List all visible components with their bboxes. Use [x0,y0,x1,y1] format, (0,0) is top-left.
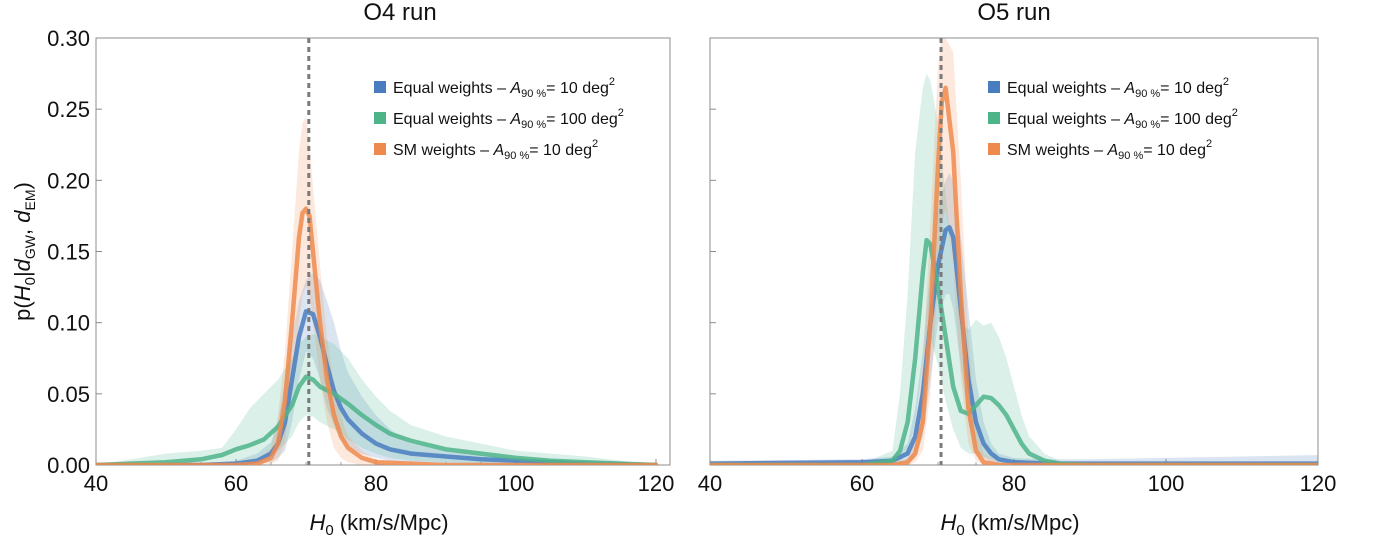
legend-symbol: A [509,111,521,128]
legend-text: Equal weights – [393,80,510,97]
legend-sup: 2 [609,76,615,88]
legend-sub: 90 % [1118,150,1143,162]
x-tick-label: 60 [850,471,874,496]
x-tick-label: 60 [224,471,248,496]
ylabel-close: ) [10,182,35,189]
x-tick-label: 100 [1148,471,1185,496]
legend-text: SM weights – [393,142,493,159]
x-tick-label: 100 [498,471,535,496]
legend-sup: 2 [618,107,624,119]
y-tick-label: 0.30 [47,26,90,51]
legend-symbol: A [492,142,504,159]
panel-2: O5 run 40 60 80 100 120 H0 (km/s/Mpc) Equal wei… [698,0,1337,539]
legend-label: SM weights – A90 %= 10 deg2 [1007,138,1212,162]
legend-text: Equal weights – [393,111,510,128]
plot-area [96,116,659,465]
legend-sub: 90 % [1135,119,1160,131]
ylabel-h-sub: 0 [22,277,39,285]
xlabel-units: (km/s/Mpc) [334,510,449,535]
y-axis-label: p(H0|dGW, dEM) [10,182,39,321]
legend-sup: 2 [1206,138,1212,150]
legend-rest: = 10 deg [529,142,592,159]
x-axis-label: H0 (km/s/Mpc) [940,510,1079,539]
legend-sup: 2 [1223,76,1229,88]
legend-swatch [988,112,1000,124]
legend-sub: 90 % [521,88,546,100]
y-tick-label: 0.10 [47,311,90,336]
legend-symbol: A [1123,80,1135,97]
legend-swatch [988,81,1000,93]
y-tick-label: 0.00 [47,453,90,478]
band-equal_100 [710,73,1318,465]
series-line-equal_100 [710,237,1318,465]
ylabel-d1-sub: GW [22,234,38,259]
legend-sub: 90 % [504,150,529,162]
xlabel-sub: 0 [956,522,964,539]
legend-sub: 90 % [1135,88,1160,100]
legend-label: Equal weights – A90 %= 100 deg2 [1007,107,1238,131]
legend-swatch [374,81,386,93]
ylabel-p: p( [10,301,35,321]
x-tick-label: 40 [84,471,108,496]
legend-label: SM weights – A90 %= 10 deg2 [393,138,598,162]
y-tick-label: 0.05 [47,382,90,407]
legend-rest: = 100 deg [546,111,618,128]
y-tick-label: 0.20 [47,168,90,193]
legend-sup: 2 [1232,107,1238,119]
ylabel-bar: | [10,271,35,277]
x-tick-label: 80 [1002,471,1026,496]
x-tick-label: 40 [698,471,722,496]
legend-sub: 90 % [521,119,546,131]
legend-symbol: A [509,80,521,97]
legend-sup: 2 [592,138,598,150]
xlabel-sub: 0 [325,522,333,539]
ylabel-d2-sub: EM [22,189,38,210]
x-axis-label: H0 (km/s/Mpc) [309,510,448,539]
ylabel-comma: , [10,223,35,235]
legend-swatch [374,112,386,124]
legend-text: Equal weights – [1007,80,1124,97]
legend-text: Equal weights – [1007,111,1124,128]
xlabel-units: (km/s/Mpc) [965,510,1080,535]
x-tick-label: 120 [1300,471,1337,496]
panel-1: O4 run 40 60 80 100 120 0.00 0.05 0.10 0.15 0.20 0.… [10,0,674,539]
legend-rest: = 10 deg [1143,142,1206,159]
plot-area [710,38,1318,465]
ylabel-d1: d [10,258,35,271]
legend-rest: = 10 deg [1160,80,1223,97]
series-line-sm_10 [96,206,659,465]
legend-swatch [988,143,1000,155]
legend-label: Equal weights – A90 %= 10 deg2 [1007,76,1229,100]
ylabel-d2: d [10,210,35,223]
y-tick-label: 0.25 [47,97,90,122]
legend-rest: = 10 deg [546,80,609,97]
legend-swatch [374,143,386,155]
series-line-equal_10 [96,309,659,465]
ylabel-h: H [10,285,35,301]
legend-label: Equal weights – A90 %= 100 deg2 [393,107,624,131]
xlabel-symbol: H [940,510,956,535]
chart-title: O5 run [977,0,1050,26]
band-equal_100 [96,334,656,465]
legend-symbol: A [1123,111,1135,128]
legend-text: SM weights – [1007,142,1107,159]
x-tick-label: 120 [638,471,675,496]
series-line-sm_10 [710,85,1318,465]
xlabel-symbol: H [309,510,325,535]
y-tick-label: 0.15 [47,240,90,265]
legend-symbol: A [1106,142,1118,159]
legend-rest: = 100 deg [1160,111,1232,128]
x-tick-label: 80 [364,471,388,496]
legend-label: Equal weights – A90 %= 10 deg2 [393,76,615,100]
plot-frame [95,37,671,466]
chart-title: O4 run [363,0,436,26]
